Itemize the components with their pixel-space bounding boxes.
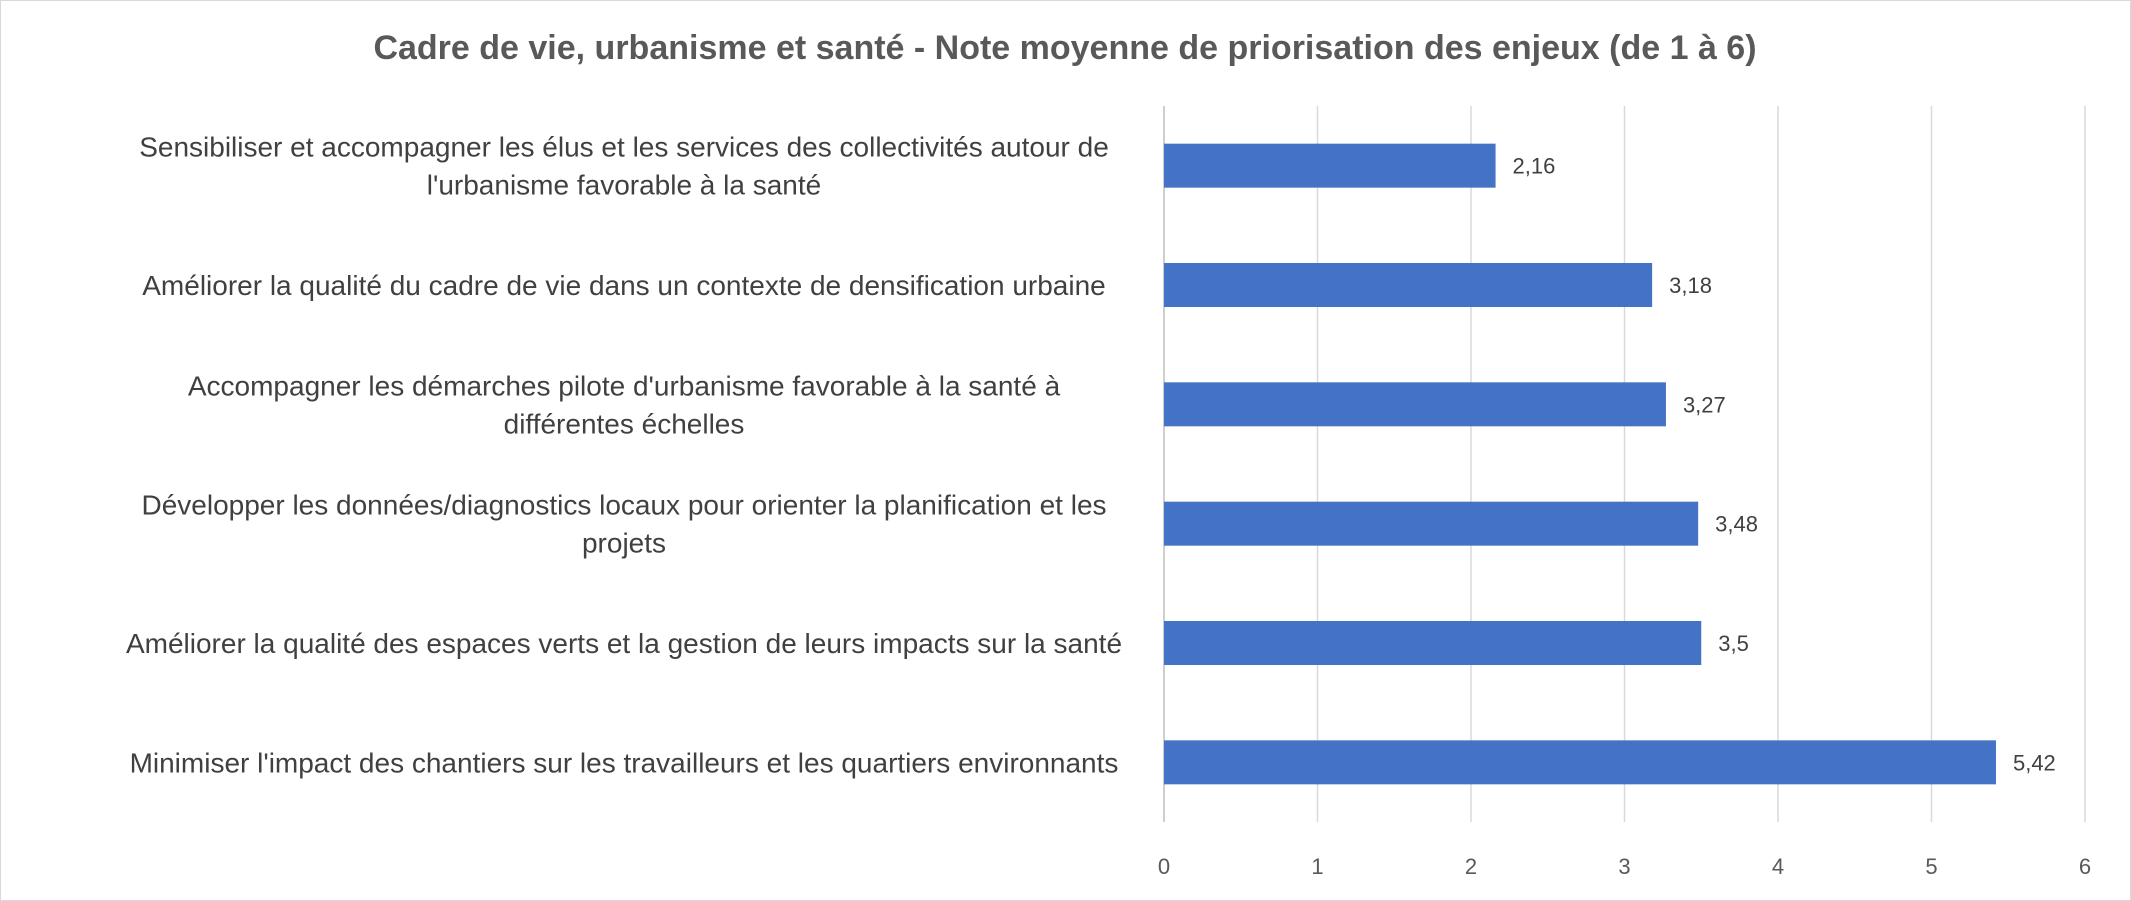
x-tick-label: 1	[1311, 854, 1323, 879]
x-axis-ticks: 0 1 2 3 4 5 6	[1158, 854, 2091, 879]
category-label: Accompagner les démarches pilote d'urban…	[188, 370, 1061, 439]
category-label: Développer les données/diagnostics locau…	[141, 490, 1106, 559]
category-label: Améliorer la qualité du cadre de vie dan…	[142, 270, 1106, 301]
x-tick-label: 5	[1925, 854, 1937, 879]
x-tick-label: 4	[1772, 854, 1784, 879]
x-tick-label: 0	[1158, 854, 1170, 879]
data-label: 3,48	[1715, 512, 1758, 537]
bars	[1164, 143, 1996, 785]
gridlines	[1163, 106, 2086, 822]
data-labels: 2,16 3,18 3,27 3,48 3,5 5,42	[1513, 154, 2056, 776]
chart-title: Cadre de vie, urbanisme et santé - Note …	[373, 29, 1756, 67]
bar	[1164, 740, 1996, 785]
category-label: Minimiser l'impact des chantiers sur les…	[130, 747, 1119, 778]
bar	[1164, 143, 1496, 188]
category-label: Sensibiliser et accompagner les élus et …	[139, 132, 1109, 201]
bar	[1164, 263, 1653, 307]
data-label: 3,27	[1683, 392, 1726, 417]
bar	[1164, 501, 1699, 546]
category-labels: Sensibiliser et accompagner les élus et …	[126, 132, 1122, 779]
data-label: 3,5	[1718, 631, 1749, 656]
category-label: Améliorer la qualité des espaces verts e…	[126, 628, 1122, 659]
x-tick-label: 3	[1618, 854, 1630, 879]
bar	[1164, 382, 1666, 427]
data-label: 2,16	[1513, 154, 1556, 179]
data-label: 3,18	[1669, 273, 1712, 298]
bar	[1164, 621, 1702, 665]
x-tick-label: 2	[1465, 854, 1477, 879]
data-label: 5,42	[2013, 750, 2056, 775]
x-tick-label: 6	[2079, 854, 2091, 879]
